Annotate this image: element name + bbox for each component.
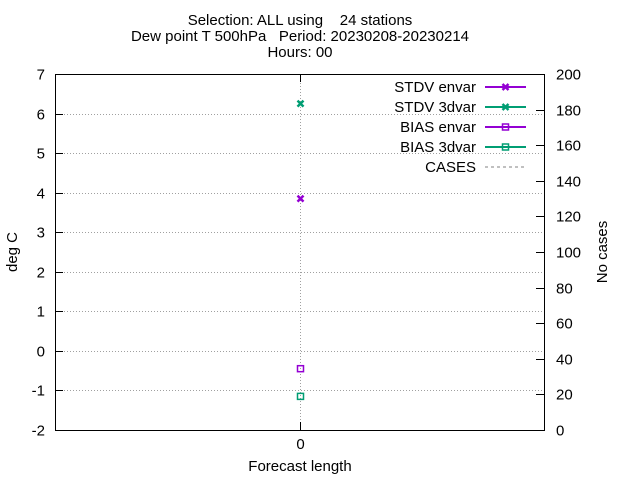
y-tick-label: 5	[37, 146, 45, 163]
y-tick-label: 2	[37, 265, 45, 282]
data-point-bias-envar-box	[296, 364, 305, 373]
y2-tick-label: 40	[556, 352, 573, 369]
legend-label-stdv-3dvar: STDV 3dvar	[394, 99, 476, 116]
legend-marker-bias-3dvar-box	[501, 143, 510, 151]
legend-marker-bias-envar-box	[501, 123, 510, 131]
legend-label-cases: CASES	[425, 159, 476, 176]
legend-label-bias-3dvar: BIAS 3dvar	[400, 139, 476, 156]
y2-tick-label: 140	[556, 174, 581, 191]
legend: STDV envar STDV 3dvar BIAS envar BIAS 3dvar…	[394, 79, 526, 176]
data-point-stdv-3dvar	[296, 99, 305, 108]
y2-tick-label: 160	[556, 138, 581, 155]
axis-ticks	[55, 74, 544, 431]
chart-title-line-1: Selection: ALL using 24 stations	[187, 12, 413, 29]
data-points	[296, 99, 305, 401]
y-tick-label: -1	[32, 383, 45, 400]
y-tick-label: 1	[37, 304, 45, 321]
y2-tick-label: 60	[556, 316, 573, 333]
chart-title-line-2: Dew point T 500hPa Period: 20230208-2023…	[130, 28, 470, 45]
data-point-bias-3dvar-box	[296, 392, 305, 401]
y2-tick-label: 120	[556, 209, 581, 226]
legend-marker-stdv-envar	[501, 83, 510, 91]
legend-marker-stdv-3dvar	[501, 103, 510, 111]
y2-tick-label: 0	[556, 423, 564, 440]
legend-marker-stdv-3dvar-stroke-b	[501, 103, 510, 111]
y-tick-label: -2	[32, 423, 45, 440]
axis-tick-labels: -2 -1 0 1 2 3 4 5 6 7 0 20 40 60 80 100 120 140 160 180 200 0	[32, 67, 581, 454]
y-tick-label: 3	[37, 225, 45, 242]
legend-label-bias-envar: BIAS envar	[400, 119, 476, 136]
data-point-stdv-envar-stroke-b	[296, 194, 305, 203]
grid	[55, 74, 544, 430]
chart-title-line-3: Hours: 00	[267, 44, 333, 61]
y2-tick-label: 80	[556, 281, 573, 298]
y2-axis-label: No cases	[594, 221, 611, 284]
data-point-stdv-3dvar-stroke-b	[296, 99, 305, 108]
y-tick-label: 6	[37, 107, 45, 124]
x-axis-label: Forecast length	[248, 458, 351, 475]
y-tick-label: 4	[37, 186, 45, 203]
data-point-bias-3dvar	[296, 392, 305, 401]
y2-tick-label: 20	[556, 387, 573, 404]
y2-tick-label: 100	[556, 245, 581, 262]
data-point-bias-envar	[296, 364, 305, 373]
legend-marker-bias-envar	[501, 123, 510, 131]
y-axis-label: deg C	[4, 232, 21, 272]
x-tick-label: 0	[296, 436, 304, 453]
y2-tick-label: 180	[556, 103, 581, 120]
y-tick-label: 7	[37, 67, 45, 84]
legend-marker-bias-3dvar	[501, 143, 510, 151]
y2-tick-label: 200	[556, 67, 581, 84]
y-tick-label: 0	[37, 344, 45, 361]
legend-marker-stdv-envar-stroke-b	[501, 83, 510, 91]
data-point-stdv-envar	[296, 194, 305, 203]
legend-label-stdv-envar: STDV envar	[394, 79, 476, 96]
